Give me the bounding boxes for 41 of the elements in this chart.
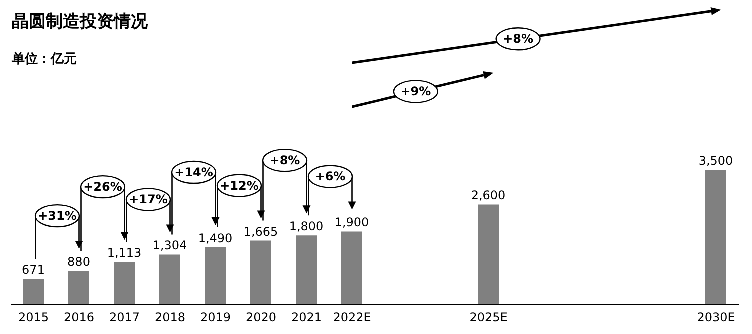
annotation: +26% [84, 180, 122, 194]
text: +8% [503, 32, 534, 46]
x-tick-label: 2019 [200, 310, 232, 325]
bar [342, 232, 362, 305]
x-tick-label: 2020 [246, 310, 277, 325]
annotation: +6% [315, 170, 346, 184]
data-label: 3,500 [698, 154, 734, 168]
chart-subtitle: 单位：亿元 [12, 51, 77, 68]
x-tick-label: 2018 [154, 310, 186, 325]
bar [706, 170, 726, 305]
x-tick-label: 2017 [109, 310, 140, 325]
data-label: 1,800 [289, 220, 324, 234]
bar [205, 248, 226, 305]
text: +9% [400, 84, 432, 99]
data-label: 1,490 [198, 232, 233, 246]
x-tick-label: 2025E [470, 310, 508, 325]
data-label: 671 [22, 263, 45, 278]
data-label: 1,304 [152, 238, 188, 253]
x-tick-label: 2016 [64, 310, 95, 325]
annotation: +31% [38, 209, 77, 224]
bar [250, 240, 272, 305]
data-label: 1,900 [334, 216, 370, 230]
bar [23, 279, 44, 305]
text: +8% [270, 154, 300, 168]
x-tick-label: 2022E [333, 310, 372, 325]
data-label: 2,600 [471, 188, 506, 203]
x-tick-label: 2021 [291, 310, 322, 325]
bar [160, 254, 180, 305]
annotation: +17% [129, 192, 168, 207]
annotation: +14% [174, 166, 214, 180]
chart-title: 晶圆制造投资情况 [12, 11, 148, 33]
x-tick-label: 2015 [18, 310, 50, 325]
annotation: +12% [220, 178, 259, 193]
bar [296, 236, 317, 305]
bar [478, 204, 499, 305]
data-label: 1,113 [107, 246, 142, 260]
bar [114, 262, 135, 305]
x-tick-label: 2030E [697, 310, 736, 325]
data-label: 880 [68, 255, 90, 270]
bar [68, 271, 90, 305]
data-label: 1,665 [244, 224, 278, 239]
